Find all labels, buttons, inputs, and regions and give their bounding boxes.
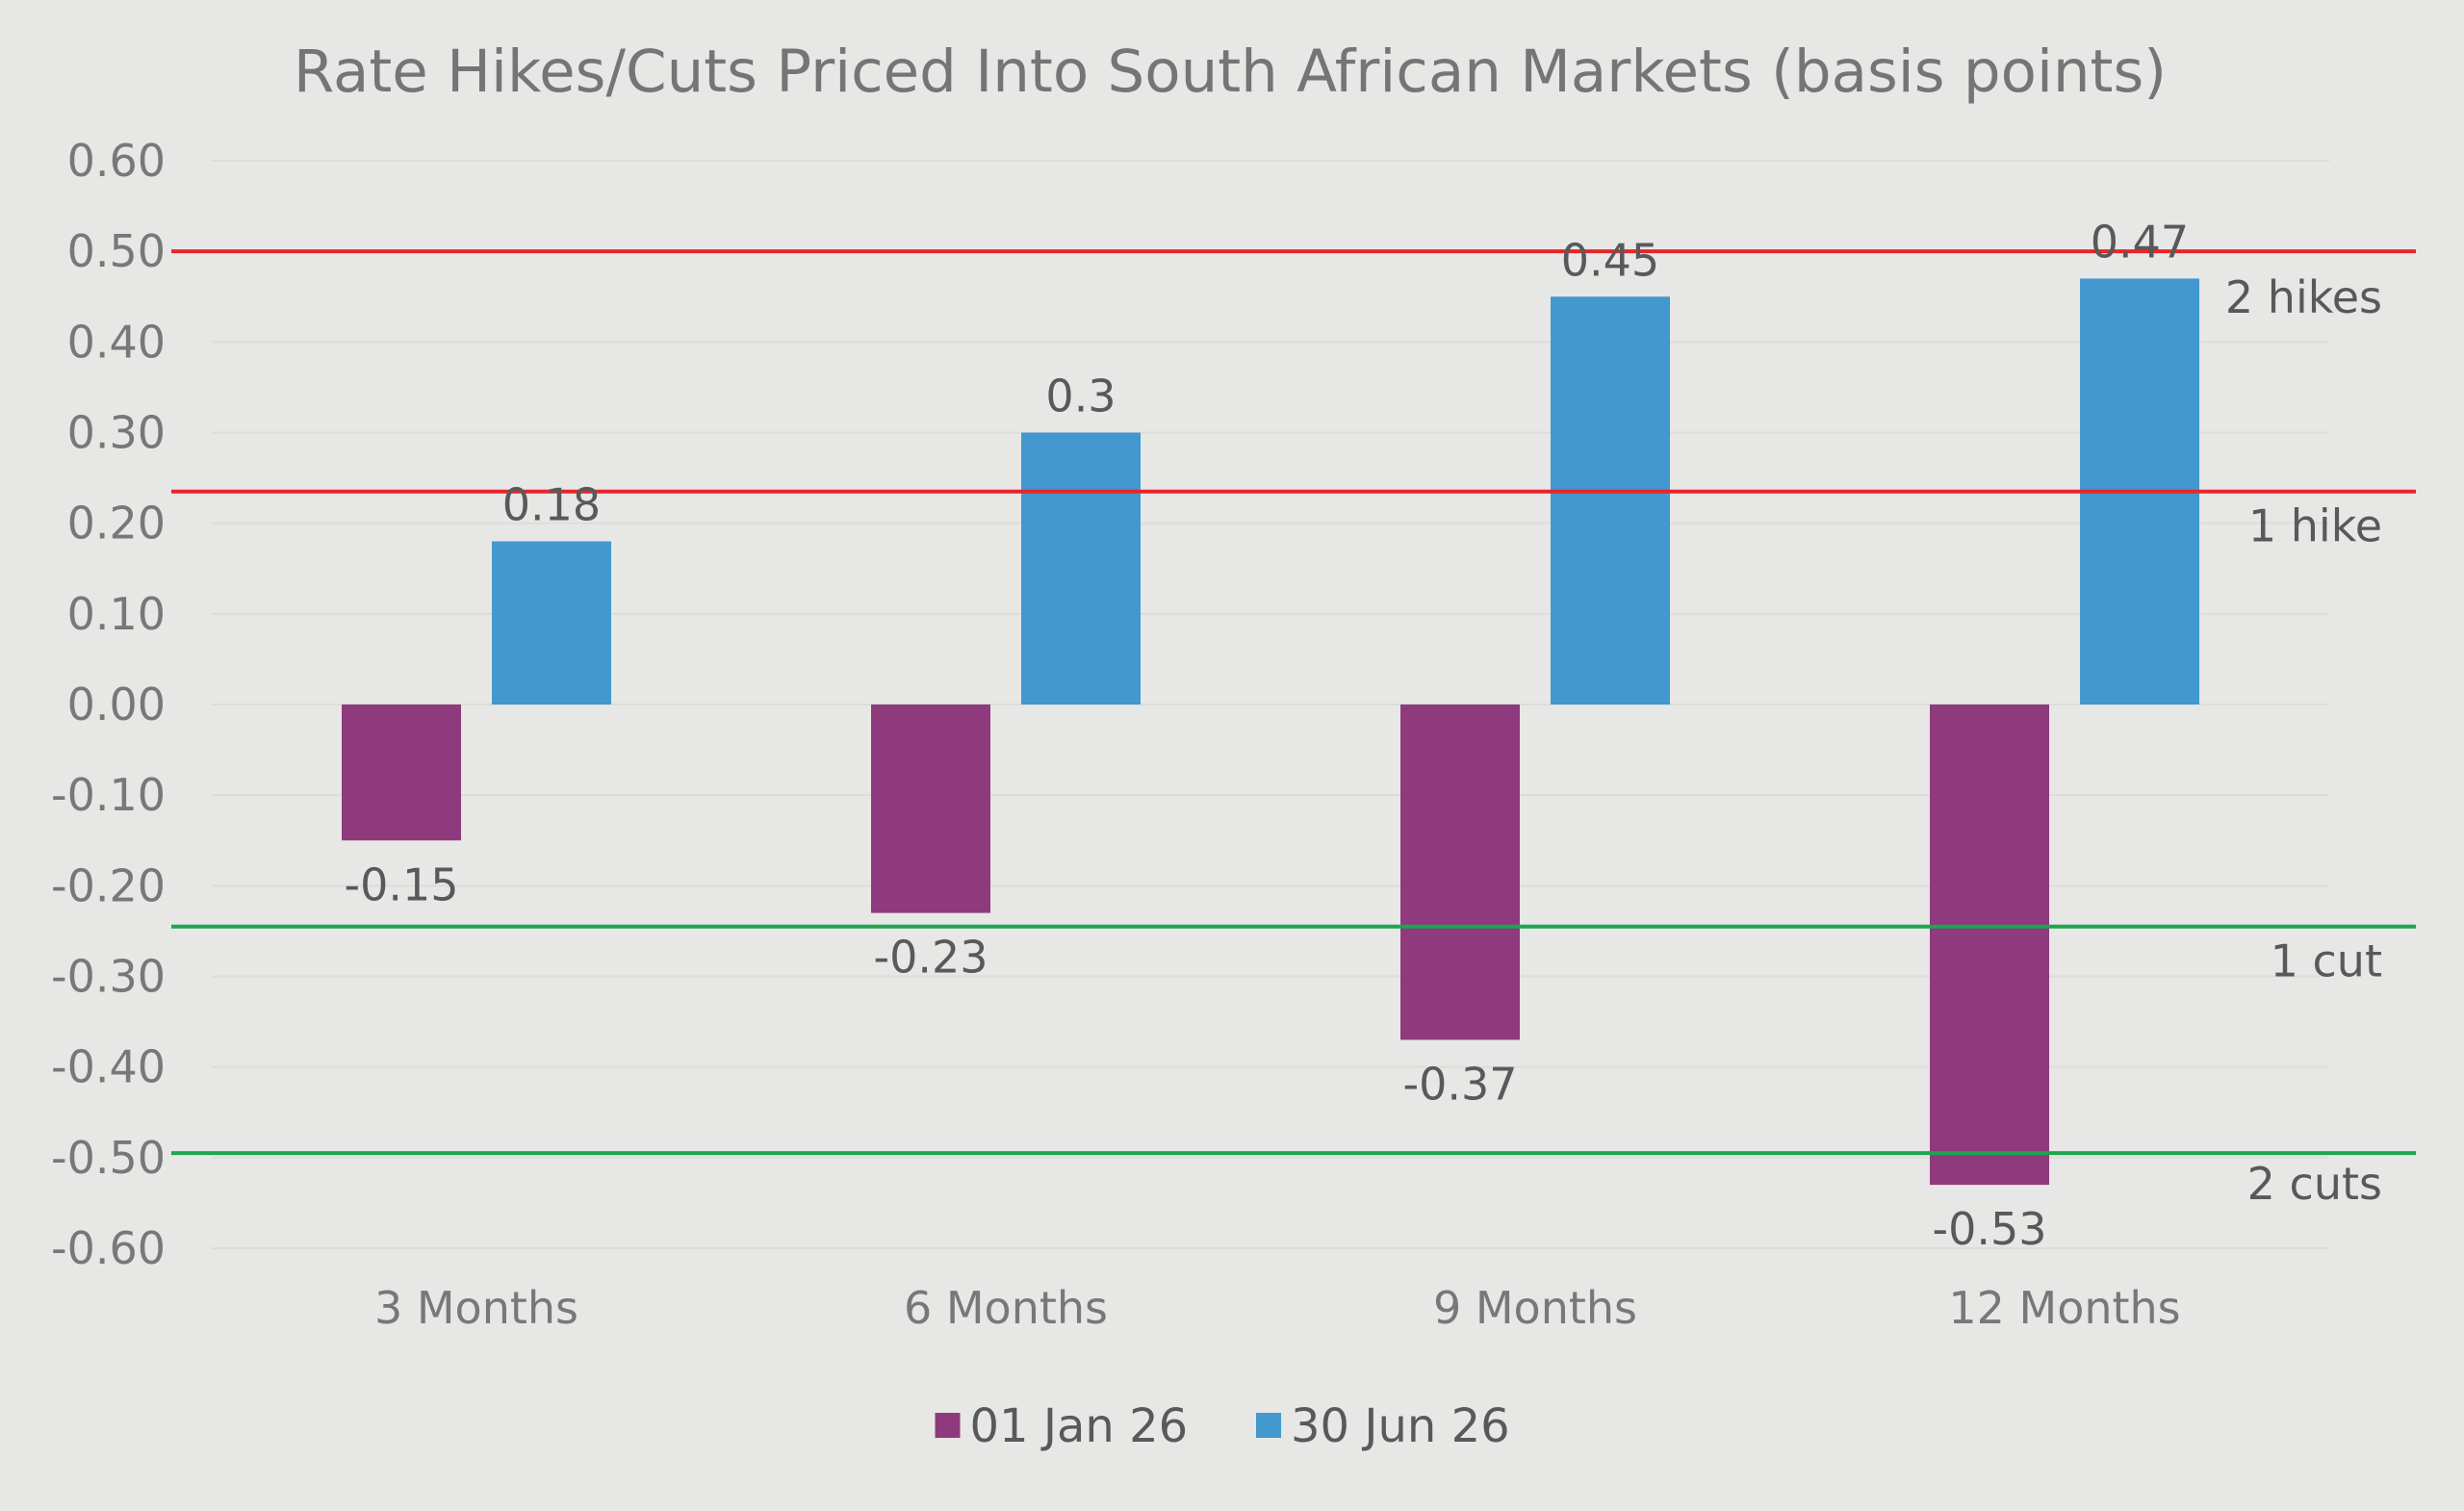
bars [342, 278, 2199, 1186]
y-tick-label: -0.40 [51, 1041, 166, 1093]
data-label-01-jan-26-12-months: -0.53 [1932, 1203, 2046, 1255]
legend-label-30-jun-26: 30 Jun 26 [1291, 1399, 1510, 1453]
data-label-30-jun-26-9-months: 0.45 [1561, 234, 1659, 286]
data-label-01-jan-26-9-months: -0.37 [1402, 1058, 1517, 1110]
chart-title: Rate Hikes/Cuts Priced Into South Africa… [294, 38, 2167, 106]
reference-line-label-1-hike: 1 hike [2248, 500, 2382, 552]
data-labels: -0.15 0.18 -0.23 0.3 -0.37 0.45 -0.53 0.47 [344, 216, 2189, 1255]
y-tick-label: 0.40 [67, 316, 166, 368]
y-axis-tick-labels: 0.60 0.50 0.40 0.30 0.20 0.10 0.00 -0.10 -0.20 -0… [51, 135, 166, 1274]
category-label-3-months: 3 Months [374, 1282, 578, 1334]
x-axis-category-labels: 3 Months 6 Months 9 Months 12 Months [374, 1282, 2181, 1334]
category-label-9-months: 9 Months [1433, 1282, 1637, 1334]
y-tick-label: -0.10 [51, 769, 166, 821]
y-tick-label: 0.50 [67, 225, 166, 277]
reference-line-label-1-cut: 1 cut [2271, 935, 2382, 987]
category-label-6-months: 6 Months [904, 1282, 1108, 1334]
data-label-01-jan-26-3-months: -0.15 [344, 858, 458, 910]
reference-line-label-2-cuts: 2 cuts [2247, 1158, 2382, 1210]
data-label-30-jun-26-6-months: 0.3 [1045, 371, 1116, 423]
legend: 01 Jan 26 30 Jun 26 [935, 1399, 1510, 1453]
reference-lines: 2 hikes 1 hike 1 cut 2 cuts [171, 249, 2416, 1210]
reference-line-label-2-hikes: 2 hikes [2225, 271, 2382, 323]
legend-swatch-01-jan-26 [935, 1413, 961, 1438]
bar-30-jun-26-9-months [1551, 296, 1670, 704]
y-tick-label: -0.30 [51, 951, 166, 1003]
bar-01-jan-26-3-months [342, 704, 461, 841]
bar-01-jan-26-9-months [1400, 704, 1520, 1040]
bar-01-jan-26-6-months [871, 704, 990, 913]
y-tick-label: -0.20 [51, 859, 166, 911]
data-label-01-jan-26-6-months: -0.23 [873, 932, 988, 984]
y-tick-label: 0.60 [67, 135, 166, 187]
data-label-30-jun-26-3-months: 0.18 [502, 479, 601, 531]
y-tick-label: -0.50 [51, 1132, 166, 1184]
bar-01-jan-26-12-months [1930, 704, 2049, 1186]
bar-30-jun-26-3-months [492, 541, 611, 704]
y-tick-label: 0.00 [67, 679, 166, 730]
legend-swatch-30-jun-26 [1256, 1413, 1281, 1438]
data-label-30-jun-26-12-months: 0.47 [2091, 216, 2189, 268]
y-tick-label: 0.30 [67, 407, 166, 459]
legend-item-01-jan-26: 01 Jan 26 [935, 1399, 1189, 1453]
legend-item-30-jun-26: 30 Jun 26 [1256, 1399, 1510, 1453]
y-tick-label: 0.20 [67, 498, 166, 550]
category-label-12-months: 12 Months [1948, 1282, 2180, 1334]
bar-30-jun-26-6-months [1021, 432, 1141, 704]
legend-label-01-jan-26: 01 Jan 26 [970, 1399, 1189, 1453]
y-tick-label: 0.10 [67, 588, 166, 640]
y-tick-label: -0.60 [51, 1222, 166, 1274]
